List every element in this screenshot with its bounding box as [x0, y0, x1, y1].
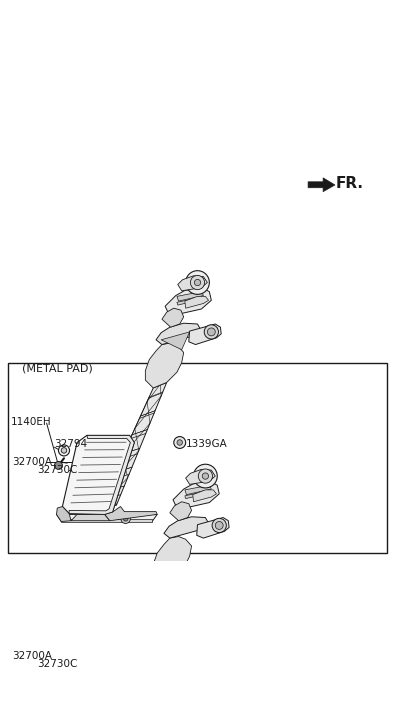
Circle shape [129, 707, 138, 717]
Ellipse shape [109, 630, 124, 636]
Polygon shape [56, 515, 157, 521]
Polygon shape [64, 629, 142, 708]
Polygon shape [98, 382, 167, 510]
Polygon shape [177, 297, 202, 305]
Circle shape [194, 465, 217, 488]
Polygon shape [62, 435, 134, 515]
Bar [8, 363, 387, 553]
Ellipse shape [96, 643, 109, 649]
Circle shape [202, 473, 209, 479]
Text: 32700A: 32700A [12, 457, 52, 467]
Polygon shape [69, 712, 160, 715]
Circle shape [212, 518, 226, 533]
Circle shape [121, 514, 130, 523]
Circle shape [198, 469, 213, 483]
Polygon shape [161, 332, 190, 350]
Text: 1339GA: 1339GA [186, 440, 228, 449]
Circle shape [215, 521, 223, 529]
Ellipse shape [87, 687, 100, 693]
Polygon shape [178, 276, 207, 291]
Circle shape [174, 437, 186, 449]
Ellipse shape [89, 674, 102, 680]
Text: 32730C: 32730C [38, 659, 78, 669]
Ellipse shape [88, 680, 101, 687]
Polygon shape [156, 324, 201, 345]
Circle shape [186, 270, 209, 294]
Circle shape [58, 445, 70, 456]
Ellipse shape [97, 636, 111, 643]
Polygon shape [164, 517, 209, 538]
Polygon shape [69, 435, 134, 515]
Polygon shape [153, 537, 192, 582]
Circle shape [55, 462, 62, 470]
Polygon shape [186, 470, 215, 484]
Polygon shape [177, 292, 203, 301]
Polygon shape [185, 485, 211, 494]
Polygon shape [64, 708, 165, 715]
Circle shape [190, 276, 205, 289]
Text: 32794: 32794 [55, 440, 88, 449]
Ellipse shape [85, 693, 98, 699]
Circle shape [123, 516, 128, 521]
Ellipse shape [92, 662, 105, 668]
Ellipse shape [94, 649, 108, 655]
Polygon shape [56, 507, 71, 521]
Polygon shape [79, 708, 118, 714]
Polygon shape [308, 178, 335, 192]
Text: 1140EH: 1140EH [11, 417, 52, 427]
Polygon shape [185, 297, 209, 308]
Circle shape [177, 440, 182, 445]
Ellipse shape [105, 649, 119, 655]
Ellipse shape [102, 662, 116, 667]
Text: 32700A: 32700A [12, 651, 52, 661]
Ellipse shape [101, 667, 115, 674]
Circle shape [61, 448, 67, 453]
Ellipse shape [97, 686, 110, 693]
Text: 32730C: 32730C [38, 465, 78, 475]
Polygon shape [106, 576, 175, 703]
Polygon shape [162, 308, 184, 327]
Ellipse shape [95, 693, 108, 699]
Polygon shape [71, 515, 110, 521]
Circle shape [175, 438, 185, 448]
Polygon shape [173, 481, 219, 510]
Circle shape [207, 328, 215, 336]
Circle shape [204, 325, 218, 339]
Ellipse shape [107, 643, 120, 649]
Ellipse shape [98, 680, 111, 686]
Polygon shape [145, 343, 184, 388]
Polygon shape [165, 288, 211, 316]
Text: (METAL PAD): (METAL PAD) [22, 364, 92, 373]
Polygon shape [69, 629, 142, 708]
Polygon shape [197, 518, 229, 538]
Polygon shape [185, 491, 210, 499]
Ellipse shape [90, 668, 104, 674]
Polygon shape [114, 700, 165, 714]
Ellipse shape [98, 630, 112, 637]
Circle shape [194, 279, 201, 286]
Ellipse shape [100, 674, 113, 680]
Polygon shape [170, 502, 192, 521]
Ellipse shape [93, 655, 107, 662]
Polygon shape [105, 507, 157, 521]
Text: FR.: FR. [336, 176, 364, 191]
Ellipse shape [103, 655, 117, 662]
Circle shape [131, 710, 136, 715]
Polygon shape [193, 490, 216, 502]
Ellipse shape [108, 636, 122, 643]
Polygon shape [189, 324, 221, 345]
Polygon shape [61, 519, 152, 521]
